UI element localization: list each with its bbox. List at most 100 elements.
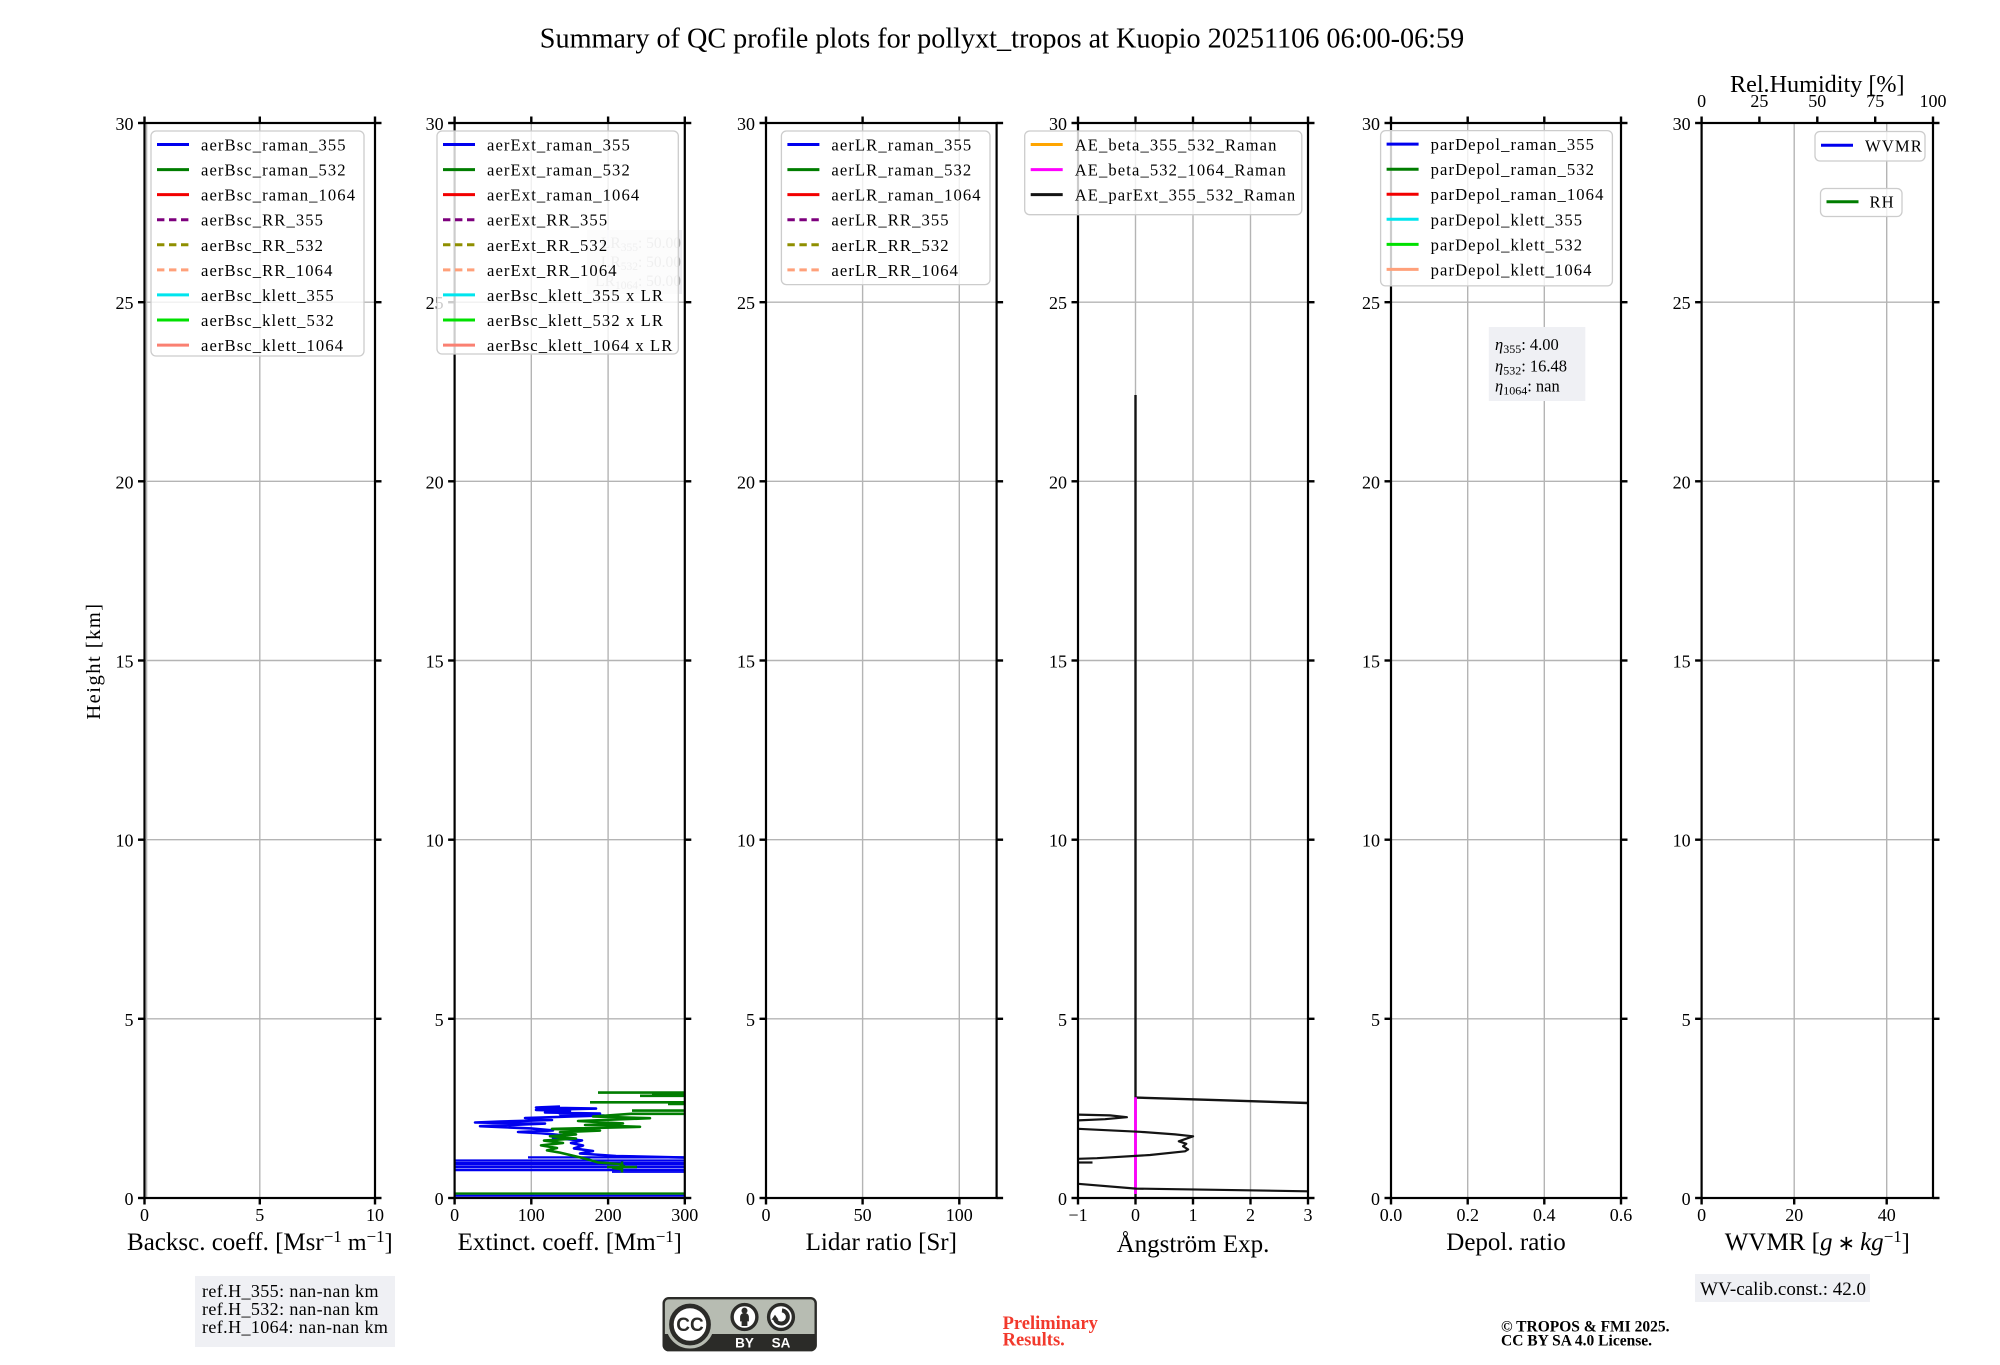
svg-text:AE_beta_532_1064_Raman: AE_beta_532_1064_Raman — [1075, 161, 1287, 180]
svg-text:parDepol_klett_1064: parDepol_klett_1064 — [1431, 260, 1593, 279]
svg-text:0: 0 — [1682, 1189, 1691, 1209]
svg-text:aerExt_raman_1064: aerExt_raman_1064 — [487, 186, 640, 205]
svg-text:20: 20 — [1673, 472, 1691, 492]
svg-text:aerBsc_klett_1064: aerBsc_klett_1064 — [201, 336, 344, 355]
svg-text:20: 20 — [116, 472, 134, 492]
svg-text:25: 25 — [1673, 293, 1691, 313]
svg-text:Summary of QC profile plots fo: Summary of QC profile plots for pollyxt_… — [540, 24, 1464, 55]
svg-text:aerBsc_klett_532 x LR: aerBsc_klett_532 x LR — [487, 311, 664, 330]
svg-text:5: 5 — [1058, 1010, 1067, 1030]
svg-text:parDepol_raman_1064: parDepol_raman_1064 — [1431, 185, 1605, 204]
svg-text:0: 0 — [746, 1189, 755, 1209]
svg-text:© TROPOS & FMI 2025.: © TROPOS & FMI 2025. — [1501, 1319, 1670, 1336]
svg-text:40: 40 — [1878, 1205, 1896, 1225]
svg-text:15: 15 — [737, 652, 755, 672]
svg-text:Results.: Results. — [1003, 1331, 1065, 1351]
svg-text:aerExt_RR_355: aerExt_RR_355 — [487, 211, 608, 230]
svg-text:ref.H_1064: nan-nan km: ref.H_1064: nan-nan km — [202, 1317, 388, 1337]
svg-text:25: 25 — [1049, 293, 1067, 313]
svg-text:20: 20 — [1785, 1205, 1803, 1225]
svg-text:aerBsc_RR_532: aerBsc_RR_532 — [201, 236, 324, 255]
svg-text:Backsc. coeff. [Msr−1 m−1]: Backsc. coeff. [Msr−1 m−1] — [127, 1227, 393, 1256]
svg-text:η355: 4.00: η355: 4.00 — [1495, 335, 1559, 356]
svg-text:aerLR_raman_532: aerLR_raman_532 — [831, 161, 972, 180]
svg-text:5: 5 — [435, 1010, 444, 1030]
svg-text:0: 0 — [1697, 91, 1706, 111]
svg-text:BY: BY — [735, 1336, 754, 1351]
svg-text:30: 30 — [1049, 114, 1067, 134]
svg-text:50: 50 — [854, 1205, 872, 1225]
svg-text:100: 100 — [946, 1205, 973, 1225]
svg-text:10: 10 — [737, 831, 755, 851]
svg-text:30: 30 — [116, 114, 134, 134]
svg-text:10: 10 — [1673, 831, 1691, 851]
svg-text:0: 0 — [1371, 1189, 1380, 1209]
svg-text:η1064: nan: η1064: nan — [1495, 377, 1560, 398]
svg-text:aerBsc_klett_355: aerBsc_klett_355 — [201, 286, 335, 305]
svg-text:aerBsc_klett_532: aerBsc_klett_532 — [201, 311, 335, 330]
svg-text:2: 2 — [1246, 1205, 1255, 1225]
svg-text:25: 25 — [737, 293, 755, 313]
svg-text:25: 25 — [1362, 293, 1380, 313]
svg-text:10: 10 — [116, 831, 134, 851]
svg-text:0.0: 0.0 — [1380, 1205, 1403, 1225]
svg-text:300: 300 — [671, 1205, 698, 1225]
svg-text:50: 50 — [1808, 91, 1826, 111]
svg-text:Depol. ratio: Depol. ratio — [1446, 1229, 1565, 1256]
svg-text:CC BY SA 4.0 License.: CC BY SA 4.0 License. — [1501, 1333, 1652, 1350]
svg-text:10: 10 — [366, 1205, 384, 1225]
svg-text:30: 30 — [1673, 114, 1691, 134]
svg-text:WVMR [g ∗ kg−1]: WVMR [g ∗ kg−1] — [1725, 1227, 1910, 1256]
svg-text:aerBsc_raman_1064: aerBsc_raman_1064 — [201, 186, 356, 205]
svg-text:20: 20 — [1362, 472, 1380, 492]
svg-text:0: 0 — [1058, 1189, 1067, 1209]
svg-text:aerExt_raman_532: aerExt_raman_532 — [487, 161, 631, 180]
svg-text:20: 20 — [426, 472, 444, 492]
svg-text:25: 25 — [116, 293, 134, 313]
svg-text:aerBsc_RR_1064: aerBsc_RR_1064 — [201, 261, 333, 280]
svg-text:5: 5 — [255, 1205, 264, 1225]
svg-text:aerLR_RR_355: aerLR_RR_355 — [831, 211, 949, 230]
svg-text:Extinct. coeff. [Mm−1]: Extinct. coeff. [Mm−1] — [458, 1227, 682, 1256]
svg-text:1: 1 — [1189, 1205, 1198, 1225]
svg-text:WV-calib.const.: 42.0: WV-calib.const.: 42.0 — [1700, 1279, 1866, 1300]
svg-text:15: 15 — [1673, 652, 1691, 672]
svg-text:30: 30 — [426, 114, 444, 134]
svg-text:0.4: 0.4 — [1533, 1205, 1556, 1225]
svg-text:0: 0 — [1697, 1205, 1706, 1225]
svg-text:5: 5 — [1682, 1010, 1691, 1030]
svg-text:0.6: 0.6 — [1610, 1205, 1633, 1225]
svg-text:20: 20 — [737, 472, 755, 492]
svg-text:0: 0 — [140, 1205, 149, 1225]
svg-text:aerBsc_klett_355 x LR: aerBsc_klett_355 x LR — [487, 286, 664, 305]
svg-text:10: 10 — [1049, 831, 1067, 851]
svg-text:100: 100 — [1920, 91, 1947, 111]
svg-text:aerExt_raman_355: aerExt_raman_355 — [487, 136, 631, 155]
svg-text:Preliminary: Preliminary — [1003, 1314, 1099, 1334]
svg-text:15: 15 — [1362, 652, 1380, 672]
svg-text:Height [km]: Height [km] — [83, 602, 105, 719]
svg-text:5: 5 — [746, 1010, 755, 1030]
svg-text:200: 200 — [595, 1205, 622, 1225]
svg-text:25: 25 — [1750, 91, 1768, 111]
svg-text:parDepol_raman_355: parDepol_raman_355 — [1431, 135, 1596, 154]
svg-text:aerExt_RR_1064: aerExt_RR_1064 — [487, 261, 618, 280]
svg-text:30: 30 — [1362, 114, 1380, 134]
svg-text:WVMR: WVMR — [1865, 136, 1923, 155]
svg-text:15: 15 — [116, 652, 134, 672]
svg-text:AE_beta_355_532_Raman: AE_beta_355_532_Raman — [1075, 136, 1278, 155]
svg-text:aerLR_RR_532: aerLR_RR_532 — [831, 236, 949, 255]
svg-text:parDepol_raman_532: parDepol_raman_532 — [1431, 160, 1596, 179]
svg-text:15: 15 — [1049, 652, 1067, 672]
svg-text:15: 15 — [426, 652, 444, 672]
svg-text:aerLR_RR_1064: aerLR_RR_1064 — [831, 261, 959, 280]
svg-text:ref.H_355: nan-nan km: ref.H_355: nan-nan km — [202, 1281, 379, 1301]
svg-text:aerLR_raman_355: aerLR_raman_355 — [831, 136, 972, 155]
svg-text:20: 20 — [1049, 472, 1067, 492]
svg-text:5: 5 — [125, 1010, 134, 1030]
svg-text:75: 75 — [1866, 91, 1884, 111]
svg-text:5: 5 — [1371, 1010, 1380, 1030]
svg-text:3: 3 — [1304, 1205, 1313, 1225]
svg-text:AE_parExt_355_532_Raman: AE_parExt_355_532_Raman — [1075, 186, 1297, 205]
svg-text:30: 30 — [737, 114, 755, 134]
